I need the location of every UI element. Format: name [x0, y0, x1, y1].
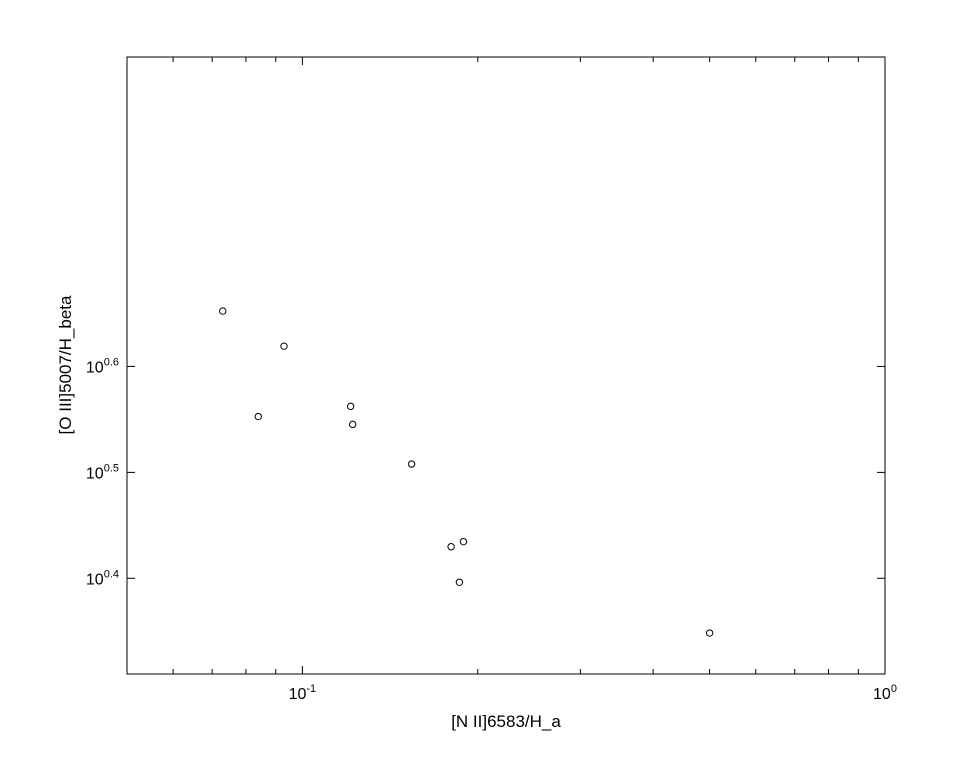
x-tick-label: 100: [873, 683, 897, 703]
tick-labels: 10-1 100 100.4 100.5 100.6: [86, 356, 897, 703]
data-point: [459, 537, 468, 546]
data-point: [455, 578, 464, 586]
y-axis-label: [O III]5007/H_beta: [56, 295, 75, 434]
data-point: [346, 402, 355, 411]
data-point: [447, 543, 455, 551]
plot-area: [126, 56, 886, 675]
x-axis-label: [N II]6583/H_a: [451, 712, 561, 731]
data-point: [348, 420, 357, 429]
data-point: [407, 460, 416, 468]
data-point: [254, 412, 262, 421]
data-point: [705, 629, 714, 637]
y-tick-label: 100.6: [86, 356, 119, 376]
data-points: [219, 307, 714, 637]
data-point: [219, 307, 227, 315]
data-point: [280, 342, 288, 350]
axis-ticks: [126, 57, 886, 674]
x-tick-label: 10-1: [289, 683, 317, 703]
y-tick-label: 100.4: [86, 568, 119, 588]
y-tick-label: 100.5: [86, 462, 119, 482]
